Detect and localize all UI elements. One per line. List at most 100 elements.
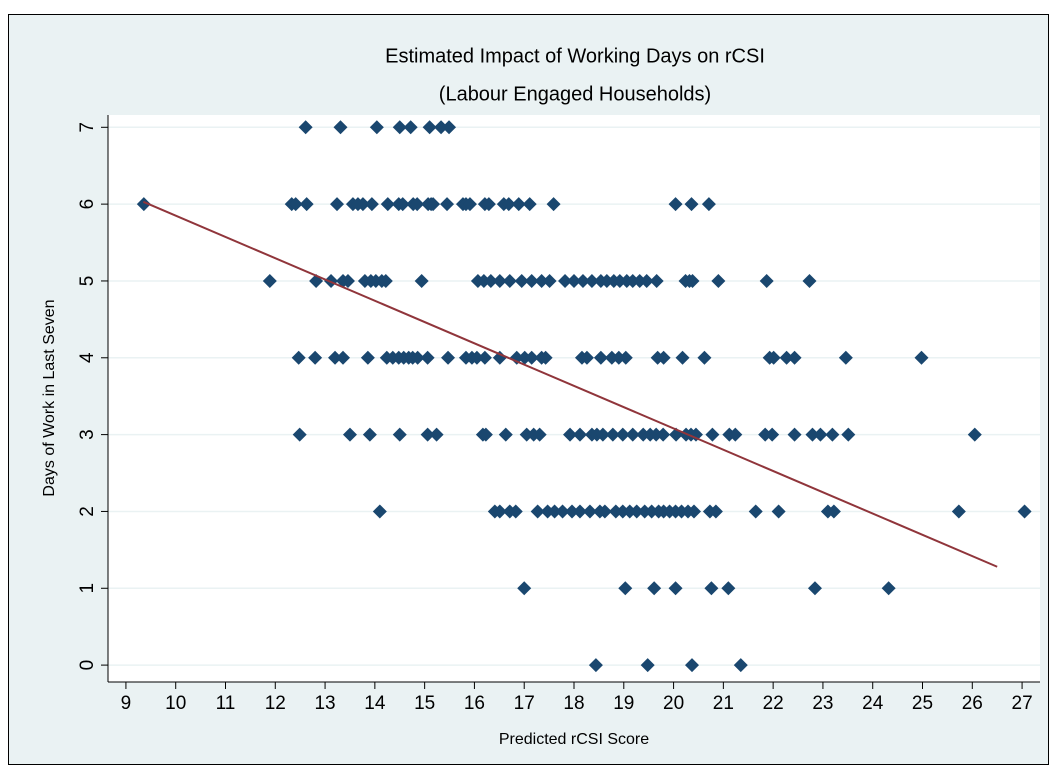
point (328, 350, 343, 365)
point (593, 350, 608, 365)
point (572, 504, 587, 519)
point (501, 197, 516, 212)
point (686, 504, 701, 519)
x-tick-label: 10 (165, 693, 186, 714)
point (766, 350, 781, 365)
point (532, 427, 547, 442)
point (517, 581, 532, 596)
point (478, 427, 493, 442)
point (759, 273, 774, 288)
point (721, 581, 736, 596)
y-tick-label: 1 (77, 583, 98, 594)
x-tick-label: 16 (464, 693, 485, 714)
point (292, 427, 307, 442)
point (360, 350, 375, 365)
point (477, 350, 492, 365)
x-tick-label: 14 (364, 693, 386, 714)
plot-area (108, 115, 1040, 682)
x-tick-label: 17 (514, 693, 535, 714)
point (462, 197, 477, 212)
y-tick-label: 5 (77, 276, 98, 287)
x-tick-label: 9 (121, 693, 132, 714)
point (584, 273, 599, 288)
point (708, 504, 723, 519)
point (595, 427, 610, 442)
point (355, 197, 370, 212)
x-tick-label: 26 (962, 693, 983, 714)
point (555, 504, 570, 519)
point (288, 197, 303, 212)
point (442, 120, 457, 135)
point (597, 504, 612, 519)
point (582, 504, 597, 519)
point (502, 273, 517, 288)
point (342, 427, 357, 442)
point (308, 350, 323, 365)
point (841, 427, 856, 442)
point (647, 581, 662, 596)
point (547, 504, 562, 519)
y-tick-label: 3 (77, 429, 98, 440)
point (291, 350, 306, 365)
point (469, 350, 484, 365)
point (787, 350, 802, 365)
y-axis-title: Days of Work in Last Seven (41, 299, 58, 496)
point (426, 197, 441, 212)
x-tick-label: 12 (265, 693, 286, 714)
point (136, 197, 151, 212)
point (807, 581, 822, 596)
x-tick-label: 27 (1012, 693, 1033, 714)
point (684, 197, 699, 212)
y-tick-label: 0 (77, 660, 98, 671)
point (711, 273, 726, 288)
point (558, 273, 573, 288)
point (299, 197, 314, 212)
point (825, 427, 840, 442)
point (492, 350, 507, 365)
point (380, 197, 395, 212)
point (335, 350, 350, 365)
point (656, 427, 671, 442)
point (492, 273, 507, 288)
point (330, 197, 345, 212)
x-tick-label: 24 (862, 693, 884, 714)
point (422, 120, 437, 135)
point (914, 350, 929, 365)
point (605, 427, 620, 442)
point (705, 427, 720, 442)
point (392, 120, 407, 135)
point (649, 273, 664, 288)
point (765, 427, 780, 442)
point (675, 350, 690, 365)
point (579, 350, 594, 365)
point (440, 197, 455, 212)
point (392, 427, 407, 442)
point (542, 273, 557, 288)
point (565, 504, 580, 519)
point (656, 350, 671, 365)
point (967, 427, 982, 442)
point (481, 197, 496, 212)
point (511, 197, 526, 212)
point (378, 273, 393, 288)
point (575, 273, 590, 288)
point (262, 273, 277, 288)
point (771, 504, 786, 519)
point (625, 427, 640, 442)
point (951, 504, 966, 519)
point (524, 350, 539, 365)
point (410, 197, 425, 212)
point (372, 504, 387, 519)
point (805, 427, 820, 442)
point (688, 427, 703, 442)
point (838, 350, 853, 365)
x-tick-label: 18 (563, 693, 584, 714)
point (403, 120, 418, 135)
x-tick-label: 19 (613, 693, 634, 714)
point (483, 273, 498, 288)
point (514, 273, 529, 288)
point (639, 273, 654, 288)
point (492, 504, 507, 519)
point (498, 427, 513, 442)
point (813, 427, 828, 442)
